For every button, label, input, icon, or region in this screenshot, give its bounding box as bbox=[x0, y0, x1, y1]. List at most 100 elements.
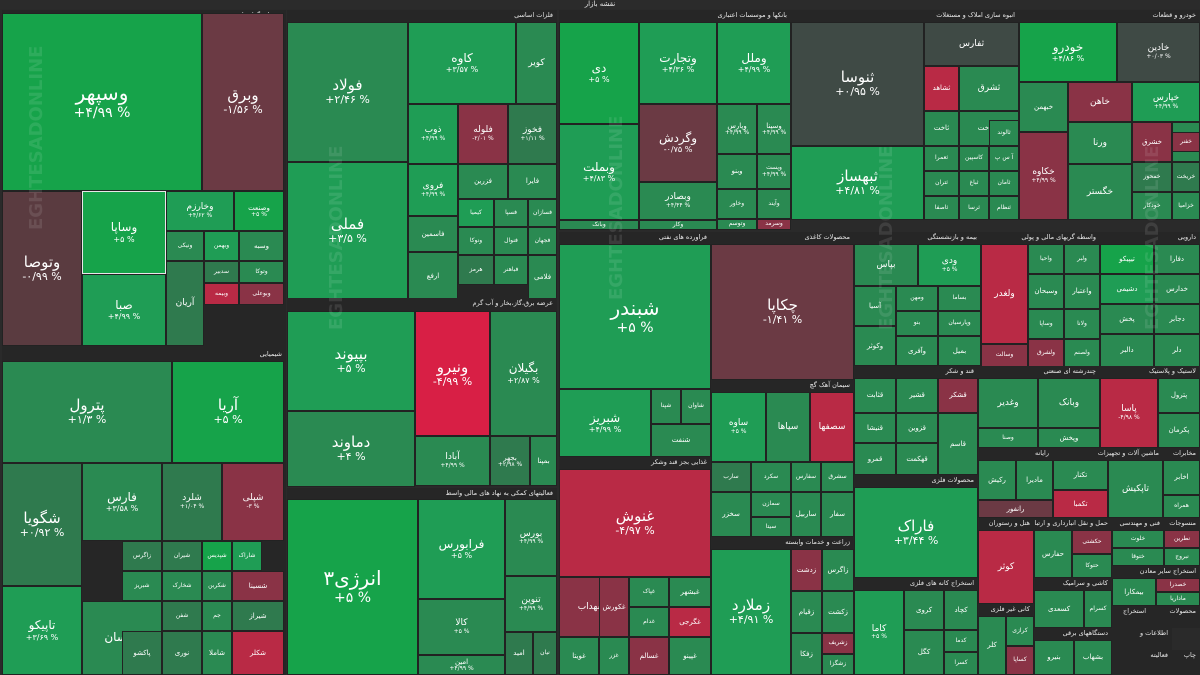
stock-tile[interactable]: ثنظام bbox=[989, 196, 1019, 220]
stock-tile[interactable]: سکرد bbox=[751, 462, 791, 492]
stock-tile[interactable]: غویتا bbox=[559, 637, 599, 675]
stock-tile[interactable]: ثنوسا +۰/۹۵ % bbox=[791, 22, 924, 146]
stock-tile[interactable]: صبا +۴/۹۹ % bbox=[82, 274, 166, 346]
stock-tile[interactable]: بجهر +۲/۹۸ % bbox=[490, 436, 530, 486]
stock-tile[interactable]: سفارس bbox=[791, 462, 821, 492]
stock-tile[interactable]: پخش bbox=[1100, 304, 1154, 334]
stock-tile[interactable]: ثالوند bbox=[989, 120, 1019, 146]
stock-tile[interactable]: انرژی۳ +۵ % bbox=[287, 499, 418, 675]
stock-tile[interactable]: سخزر bbox=[711, 492, 751, 537]
stock-tile[interactable]: فارس +۳/۵۸ % bbox=[82, 463, 162, 541]
stock-tile[interactable]: نبروج bbox=[1164, 548, 1200, 566]
stock-tile[interactable]: زشگزا bbox=[822, 654, 854, 675]
stock-tile[interactable]: دالبر bbox=[1100, 334, 1154, 367]
stock-tile[interactable]: ولانا bbox=[1064, 309, 1100, 339]
stock-tile[interactable]: شاملا bbox=[202, 631, 232, 675]
stock-tile[interactable]: قشیر bbox=[896, 378, 938, 413]
stock-tile[interactable]: فخوز +۱/۱۱ % bbox=[508, 104, 557, 164]
stock-tile[interactable]: خودرو +۴/۸۶ % bbox=[1019, 22, 1117, 82]
stock-tile[interactable]: شبندر +۵ % bbox=[559, 244, 711, 389]
stock-tile[interactable]: خادین +۰/۰۳ % bbox=[1117, 22, 1200, 82]
stock-tile[interactable]: فلوله -۲/۰۱ % bbox=[458, 104, 508, 164]
stock-tile[interactable]: وسالت bbox=[981, 344, 1028, 367]
stock-tile[interactable]: فملی +۳/۵ % bbox=[287, 162, 408, 300]
stock-tile[interactable]: تاپیکو +۳/۶۹ % bbox=[2, 586, 82, 675]
stock-tile[interactable]: وکار bbox=[639, 220, 717, 230]
stock-tile[interactable]: کسعدی bbox=[1034, 590, 1084, 628]
stock-tile[interactable]: زملارد +۴/۹۱ % bbox=[711, 549, 791, 675]
stock-tile[interactable]: ثتران bbox=[924, 171, 959, 196]
stock-tile[interactable]: حتوکا bbox=[1072, 554, 1112, 578]
stock-tile[interactable]: وصنعت +۵ % bbox=[234, 191, 284, 231]
stock-tile[interactable]: بورس +۴/۹۹ % bbox=[505, 499, 557, 576]
stock-tile[interactable]: پترول bbox=[1158, 378, 1200, 413]
stock-tile[interactable]: خفنر bbox=[1172, 132, 1200, 152]
stock-tile[interactable]: کگل bbox=[904, 630, 944, 675]
stock-tile[interactable]: وتوسم bbox=[717, 219, 757, 230]
stock-tile[interactable]: سمازن bbox=[751, 492, 791, 517]
stock-tile[interactable]: نیان bbox=[533, 632, 557, 675]
stock-tile[interactable]: فزرین bbox=[458, 164, 508, 199]
stock-tile[interactable]: کیمیا bbox=[458, 199, 494, 227]
stock-tile[interactable]: وملل +۴/۹۹ % bbox=[717, 22, 791, 104]
stock-tile[interactable]: وخاور bbox=[717, 189, 757, 219]
stock-tile[interactable]: کالا +۵ % bbox=[418, 599, 505, 655]
stock-tile[interactable]: زشریف bbox=[822, 633, 854, 654]
stock-tile[interactable]: بمپنا bbox=[530, 436, 557, 486]
stock-tile[interactable]: قنیشا bbox=[854, 413, 896, 443]
stock-tile[interactable]: قزوین bbox=[896, 413, 938, 443]
stock-tile[interactable]: ساوه +۵ % bbox=[711, 392, 766, 462]
stock-tile[interactable]: وآفری bbox=[896, 336, 938, 366]
stock-tile[interactable]: ثاصفا bbox=[924, 196, 959, 220]
stock-tile[interactable]: وساپا +۵ % bbox=[82, 191, 166, 274]
stock-tile[interactable]: کلر bbox=[978, 616, 1006, 675]
stock-tile[interactable]: چکاپا -۱/۴۱ % bbox=[711, 244, 854, 380]
stock-tile[interactable]: غکورش bbox=[599, 577, 629, 637]
stock-tile[interactable]: وتوکا bbox=[239, 261, 284, 283]
stock-tile[interactable]: خپارس +۴/۹۹ % bbox=[1132, 82, 1200, 122]
stock-tile[interactable]: کوثر bbox=[978, 530, 1034, 604]
stock-tile[interactable]: خودکار bbox=[1132, 192, 1172, 220]
stock-tile[interactable]: شنفت bbox=[651, 424, 711, 457]
stock-tile[interactable]: دی +۵ % bbox=[559, 22, 639, 124]
stock-tile[interactable]: ونوکا bbox=[458, 227, 494, 255]
stock-tile[interactable]: شسینا bbox=[232, 571, 284, 601]
stock-tile[interactable]: فاراک +۳/۴۴ % bbox=[854, 487, 978, 578]
stock-tile[interactable]: غپینو bbox=[669, 637, 711, 675]
stock-tile[interactable]: بساما bbox=[938, 286, 981, 311]
stock-tile[interactable]: فاسمین bbox=[408, 216, 458, 252]
stock-tile[interactable]: خشرق bbox=[1132, 122, 1172, 162]
stock-tile[interactable]: بنو bbox=[896, 311, 938, 336]
stock-tile[interactable]: شپنا bbox=[651, 389, 681, 424]
stock-tile[interactable]: بپاس bbox=[854, 244, 918, 286]
stock-tile[interactable]: آبادا +۴/۹۹ % bbox=[415, 436, 490, 486]
stock-tile[interactable]: کروی bbox=[904, 590, 944, 630]
stock-tile[interactable]: وبانک bbox=[559, 220, 639, 230]
stock-tile[interactable]: سشرق bbox=[821, 462, 854, 492]
stock-tile[interactable]: وبصادر +۴/۴۴ % bbox=[639, 182, 717, 220]
stock-tile[interactable]: کاوه +۳/۵۷ % bbox=[408, 22, 516, 104]
stock-tile[interactable]: قاسم bbox=[938, 413, 978, 475]
stock-tile[interactable]: ختوقا bbox=[1112, 548, 1164, 566]
stock-tile[interactable]: پاسا -۴/۹۸ % bbox=[1100, 378, 1158, 448]
stock-tile[interactable]: شخارک bbox=[162, 571, 202, 601]
stock-tile[interactable]: ولبر bbox=[1064, 244, 1100, 274]
stock-tile[interactable]: ولصنم bbox=[1064, 339, 1100, 367]
stock-tile[interactable]: فنوال bbox=[494, 227, 528, 255]
stock-tile[interactable]: حکشتی bbox=[1072, 530, 1112, 554]
stock-tile[interactable]: سدبیر bbox=[204, 261, 239, 283]
stock-tile[interactable]: قمرو bbox=[854, 443, 896, 475]
stock-tile[interactable]: آریا +۵ % bbox=[172, 361, 284, 463]
stock-tile[interactable]: بگیلان +۲/۸۷ % bbox=[490, 311, 557, 436]
stock-tile[interactable]: خگستر bbox=[1068, 164, 1132, 220]
stock-tile[interactable]: خصدرا bbox=[1156, 578, 1200, 592]
stock-tile[interactable]: تاپکیش bbox=[1108, 460, 1163, 518]
stock-tile[interactable]: پاکشو bbox=[122, 631, 162, 675]
stock-tile[interactable]: مادیرا bbox=[1016, 460, 1053, 500]
stock-tile[interactable]: وآیند bbox=[757, 189, 791, 219]
stock-tile[interactable]: ثاخت bbox=[924, 111, 959, 146]
stock-tile[interactable]: ثامان bbox=[989, 171, 1019, 196]
stock-tile[interactable]: کدما bbox=[944, 630, 978, 652]
stock-tile[interactable]: غدام bbox=[629, 607, 669, 637]
stock-tile[interactable]: وپخش bbox=[1038, 428, 1100, 448]
